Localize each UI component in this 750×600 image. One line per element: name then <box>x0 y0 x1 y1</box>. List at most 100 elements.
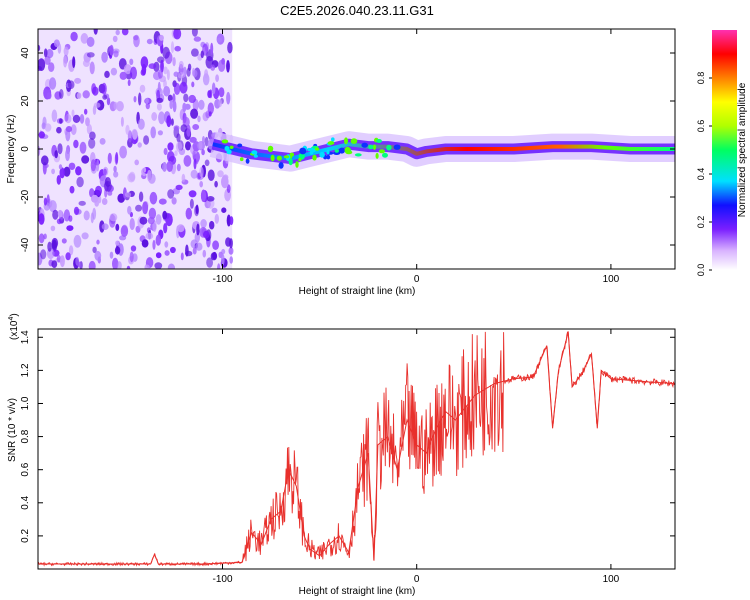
noise-speckle <box>228 247 234 255</box>
noise-speckle <box>182 102 187 113</box>
noise-speckle <box>152 239 156 250</box>
noise-speckle <box>142 201 149 215</box>
noise-speckle <box>221 207 227 213</box>
noise-speckle <box>119 71 128 80</box>
noise-speckle <box>139 216 148 225</box>
noise-speckle <box>70 124 77 136</box>
noise-speckle <box>101 82 107 95</box>
noise-speckle <box>109 44 114 56</box>
noise-speckle <box>167 142 174 151</box>
noise-speckle <box>155 214 162 225</box>
noise-speckle <box>170 118 174 126</box>
noise-speckle <box>68 245 74 256</box>
colorbar-label: Normalized spectral amplitude <box>737 82 748 217</box>
noise-speckle <box>175 184 183 190</box>
noise-speckle <box>143 135 150 145</box>
noise-speckle <box>229 238 233 249</box>
noise-speckle <box>130 245 137 252</box>
noise-speckle <box>194 232 200 243</box>
x-tick-label: 100 <box>603 574 620 585</box>
noise-speckle <box>59 89 64 99</box>
ridge-blob <box>344 137 348 145</box>
noise-speckle <box>130 66 137 80</box>
y-tick-label: -40 <box>20 237 31 252</box>
noise-speckle <box>172 57 176 67</box>
noise-speckle <box>120 116 124 127</box>
y-tick-label: 1.0 <box>20 396 31 410</box>
noise-speckle <box>164 250 170 256</box>
noise-speckle <box>200 189 207 203</box>
noise-speckle <box>216 37 222 43</box>
noise-speckle <box>94 250 102 261</box>
noise-speckle <box>116 101 124 112</box>
noise-speckle <box>84 108 88 115</box>
noise-speckle <box>95 185 102 196</box>
noise-speckle <box>38 131 45 139</box>
noise-speckle <box>93 102 101 108</box>
noise-speckle <box>189 136 197 143</box>
noise-speckle <box>79 141 87 154</box>
snr-multiplier: (x104) <box>8 313 20 340</box>
noise-speckle <box>138 191 144 202</box>
noise-speckle <box>207 169 215 181</box>
noise-speckle <box>116 261 122 269</box>
noise-speckle <box>127 79 131 87</box>
noise-speckle <box>112 257 119 269</box>
noise-speckle <box>113 50 119 58</box>
noise-speckle <box>81 232 89 240</box>
noise-speckle <box>44 55 51 65</box>
y-tick-label: 0.2 <box>20 529 31 543</box>
noise-speckle <box>196 223 200 236</box>
spectrogram-xlabel: Height of straight line (km) <box>299 286 416 297</box>
noise-speckle <box>134 159 139 166</box>
noise-speckle <box>203 230 210 239</box>
ridge-blob <box>312 154 317 161</box>
y-tick-label: 1.2 <box>20 363 31 377</box>
noise-speckle <box>66 225 74 232</box>
noise-speckle <box>103 168 107 176</box>
noise-speckle <box>221 175 229 189</box>
noise-speckle <box>73 206 80 216</box>
noise-speckle <box>101 198 108 205</box>
noise-speckle <box>63 209 71 222</box>
snr-data <box>38 331 675 567</box>
noise-speckle <box>185 141 191 151</box>
noise-speckle <box>186 67 191 77</box>
noise-speckle <box>195 204 199 215</box>
noise-speckle <box>81 155 90 164</box>
y-tick-label: -20 <box>20 189 31 204</box>
noise-speckle <box>204 69 209 79</box>
noise-speckle <box>183 155 192 167</box>
noise-speckle <box>129 218 135 230</box>
noise-speckle <box>112 35 118 43</box>
x-tick-label: 0 <box>414 274 420 285</box>
noise-speckle <box>70 31 78 42</box>
noise-speckle <box>73 234 82 248</box>
snr-line <box>38 332 675 565</box>
noise-speckle <box>47 241 52 252</box>
noise-speckle <box>53 39 60 48</box>
noise-speckle <box>177 72 186 79</box>
noise-speckle <box>127 205 132 215</box>
noise-speckle <box>155 234 161 246</box>
noise-speckle <box>191 81 195 88</box>
noise-speckle <box>166 115 172 128</box>
noise-speckle <box>137 118 145 130</box>
noise-speckle <box>113 171 119 178</box>
noise-speckle <box>214 180 218 188</box>
noise-speckle <box>202 249 207 258</box>
colorbar-tick-label: 0.8 <box>696 72 706 85</box>
noise-speckle <box>101 223 109 230</box>
y-tick-label: 0.8 <box>20 429 31 443</box>
noise-speckle <box>56 126 62 134</box>
noise-speckle <box>156 97 163 104</box>
noise-speckle <box>226 184 231 194</box>
noise-speckle <box>217 263 221 269</box>
colorbar-tick-label: 0.6 <box>696 120 706 133</box>
noise-speckle <box>158 111 165 125</box>
noise-speckle <box>170 246 176 254</box>
noise-speckle <box>59 118 63 124</box>
noise-speckle <box>65 148 70 162</box>
noise-speckle <box>198 141 203 150</box>
